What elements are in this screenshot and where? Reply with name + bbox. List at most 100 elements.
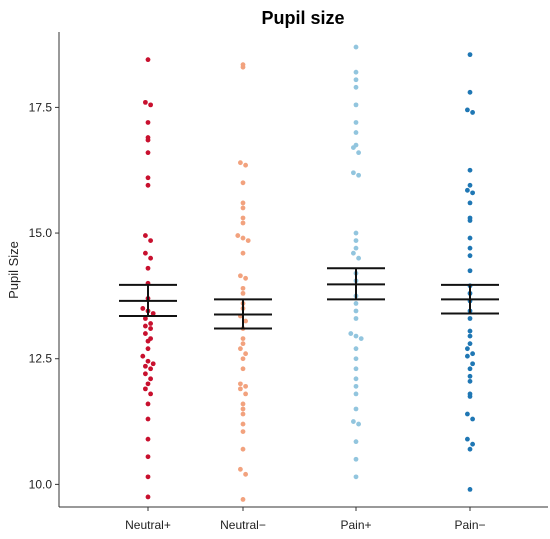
data-point — [467, 316, 473, 321]
x-axis: Neutral+ Neutral− Pain+ Pain− — [59, 506, 548, 532]
data-point — [145, 474, 151, 480]
data-point — [470, 351, 475, 357]
data-point — [243, 162, 249, 168]
data-point — [240, 220, 246, 226]
data-point — [470, 441, 475, 447]
data-point — [240, 446, 246, 452]
data-point — [240, 200, 246, 206]
data-point — [351, 419, 356, 424]
data-point — [145, 265, 151, 271]
data-point — [238, 381, 243, 387]
data-point — [351, 170, 356, 176]
data-point — [240, 497, 246, 502]
data-point — [240, 250, 246, 256]
data-point — [148, 366, 154, 372]
data-point — [353, 333, 359, 339]
x-tick-label: Pain+ — [340, 518, 371, 532]
data-point — [240, 290, 246, 296]
x-tick-label: Neutral− — [220, 518, 266, 532]
data-point — [470, 190, 475, 196]
data-point — [240, 356, 246, 362]
x-tick-label: Neutral+ — [125, 518, 171, 532]
data-points — [140, 44, 475, 502]
data-point — [240, 421, 246, 427]
data-point — [240, 285, 246, 291]
data-point — [467, 182, 473, 188]
data-point — [467, 373, 473, 379]
data-point — [243, 391, 249, 397]
data-point — [353, 356, 359, 362]
data-point — [143, 316, 148, 321]
data-point — [238, 273, 243, 279]
data-point — [467, 378, 473, 384]
data-point — [353, 346, 359, 352]
data-point — [353, 406, 359, 412]
data-point — [143, 250, 148, 256]
data-point — [467, 89, 473, 95]
data-point — [240, 336, 246, 342]
y-tick-label: 15.0 — [29, 226, 53, 240]
data-point — [467, 215, 473, 221]
data-point — [356, 150, 361, 156]
data-point — [353, 376, 359, 382]
data-point — [470, 361, 475, 367]
data-point — [358, 336, 364, 342]
data-point — [145, 416, 151, 422]
data-point — [148, 238, 154, 243]
data-point — [145, 135, 151, 140]
data-point — [353, 383, 359, 389]
data-point — [467, 391, 473, 397]
data-point — [235, 233, 241, 238]
data-point — [143, 323, 148, 329]
data-point — [243, 383, 249, 389]
data-point — [467, 366, 473, 372]
data-point — [143, 386, 148, 392]
data-point — [470, 416, 475, 422]
data-point — [470, 110, 475, 115]
data-point — [353, 120, 359, 125]
data-point — [465, 346, 470, 352]
y-axis: 10.0 12.5 15.0 17.5 — [29, 32, 60, 507]
data-point — [467, 167, 473, 173]
data-point — [353, 130, 359, 135]
data-point — [353, 69, 359, 75]
data-point — [467, 341, 473, 347]
data-point — [465, 411, 470, 417]
data-point — [467, 235, 473, 241]
data-point — [143, 233, 148, 238]
data-point — [238, 160, 243, 166]
data-point — [148, 376, 154, 382]
data-point — [143, 371, 148, 377]
data-point — [467, 487, 473, 492]
data-point — [356, 172, 361, 178]
data-point — [467, 253, 473, 259]
data-point — [148, 102, 154, 108]
data-point — [353, 316, 359, 321]
y-tick-label: 12.5 — [29, 352, 53, 366]
data-point — [243, 351, 249, 357]
data-point — [467, 268, 473, 274]
data-point — [240, 180, 246, 186]
data-point — [145, 401, 151, 407]
data-point — [353, 230, 359, 236]
data-point — [148, 336, 154, 342]
data-point — [467, 52, 473, 58]
data-point — [245, 238, 251, 243]
y-tick-label: 17.5 — [29, 100, 53, 114]
data-point — [465, 436, 470, 442]
data-point — [238, 386, 243, 392]
error-bars — [119, 267, 499, 330]
y-axis-label: Pupil Size — [6, 241, 21, 299]
data-point — [467, 200, 473, 206]
data-point — [148, 321, 154, 326]
data-point — [145, 120, 151, 125]
data-point — [353, 308, 359, 314]
data-point — [353, 102, 359, 108]
data-point — [465, 107, 470, 113]
data-point — [243, 275, 249, 281]
data-point — [353, 456, 359, 462]
x-tick-label: Pain− — [454, 518, 485, 532]
data-point — [148, 255, 154, 261]
data-point — [238, 466, 243, 472]
